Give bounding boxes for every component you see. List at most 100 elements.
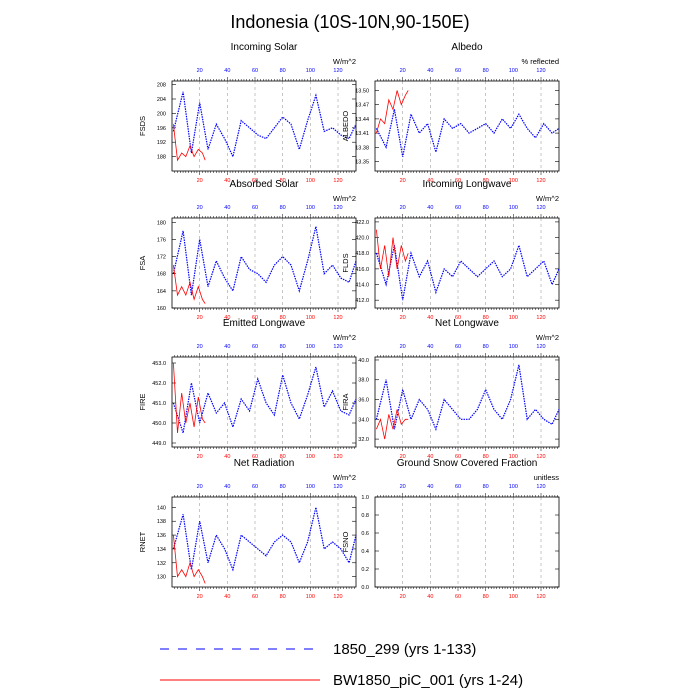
- x-tick-label-top: 100: [509, 205, 518, 211]
- x-tick-label-top: 100: [306, 344, 315, 350]
- x-tick-label-top: 60: [455, 205, 461, 211]
- x-tick-label: 60: [252, 454, 258, 460]
- x-tick-label-top: 40: [427, 205, 433, 211]
- x-tick-label: 80: [483, 315, 489, 321]
- panel-title: Emitted Longwave: [223, 318, 306, 329]
- figure-title: Indonesia (10S-10N,90-150E): [230, 12, 469, 32]
- series-line-control: [172, 226, 357, 296]
- series-line-experiment: [173, 362, 206, 434]
- y-axis-label: FSDS: [138, 116, 147, 136]
- y-tick-label: 0.6: [361, 531, 369, 537]
- legend: 1850_299 (yrs 1-133) BW1850_piC_001 (yrs…: [160, 641, 523, 689]
- x-tick-label: 40: [224, 178, 230, 184]
- panel-title: Net Longwave: [435, 318, 499, 329]
- x-tick-label-top: 60: [252, 484, 258, 490]
- panel-title: Net Radiation: [234, 458, 295, 469]
- y-tick-label: 13.35: [355, 160, 369, 166]
- chart-panel: Albedo % reflected 20 40 60 80 100 120 20 40 60 80 1…: [341, 42, 560, 184]
- x-tick-label-top: 20: [400, 205, 406, 211]
- x-tick-label: 20: [197, 178, 203, 184]
- series-line-experiment: [173, 124, 206, 162]
- units-label: unitless: [534, 473, 560, 482]
- x-tick-label: 20: [197, 454, 203, 460]
- x-tick-label-top: 60: [455, 484, 461, 490]
- units-label: W/m^2: [333, 333, 356, 342]
- x-tick-label-top: 20: [197, 484, 203, 490]
- y-tick-label: 414.0: [355, 283, 369, 289]
- x-tick-label-top: 120: [536, 484, 545, 490]
- series-line-control: [172, 366, 357, 434]
- series-line-control: [172, 91, 357, 159]
- x-tick-label-top: 40: [224, 68, 230, 74]
- x-tick-label-top: 40: [224, 205, 230, 211]
- series-line-control: [375, 364, 560, 432]
- y-tick-label: 422.0: [355, 220, 369, 226]
- x-tick-label: 80: [280, 454, 286, 460]
- x-tick-label: 120: [333, 315, 342, 321]
- x-tick-label-top: 80: [483, 205, 489, 211]
- x-tick-label: 60: [455, 594, 461, 600]
- x-tick-label: 100: [306, 454, 315, 460]
- x-tick-label: 100: [509, 315, 518, 321]
- x-tick-label: 40: [224, 315, 230, 321]
- y-tick-label: 451.0: [152, 401, 166, 407]
- x-tick-label-top: 100: [509, 484, 518, 490]
- x-tick-label-top: 100: [509, 68, 518, 74]
- x-tick-label: 60: [252, 178, 258, 184]
- x-tick-label: 120: [536, 178, 545, 184]
- x-tick-label: 80: [280, 178, 286, 184]
- x-tick-label-top: 120: [536, 68, 545, 74]
- y-axis-label: FSA: [138, 256, 147, 271]
- x-tick-label-top: 40: [427, 68, 433, 74]
- x-tick-label-top: 20: [400, 484, 406, 490]
- y-tick-label: 450.0: [152, 421, 166, 427]
- units-label: W/m^2: [536, 333, 559, 342]
- x-tick-label: 120: [333, 454, 342, 460]
- x-tick-label-top: 120: [333, 205, 342, 211]
- x-tick-label-top: 120: [333, 344, 342, 350]
- plot-frame: [374, 356, 560, 448]
- y-tick-label: 13.38: [355, 145, 369, 151]
- x-tick-label-top: 60: [252, 205, 258, 211]
- x-tick-label: 20: [400, 178, 406, 184]
- y-tick-label: 38.0: [358, 378, 369, 384]
- chart-panel: Incoming Longwave W/m^2 20 40 60 80 100 120 20 40…: [341, 179, 560, 321]
- y-tick-label: 172: [157, 255, 166, 261]
- chart-panel: Emitted Longwave W/m^2 20 40 60 80 100 120 20 40 6…: [138, 318, 357, 460]
- x-tick-label-top: 40: [224, 344, 230, 350]
- x-tick-label: 80: [483, 594, 489, 600]
- x-tick-label-top: 20: [197, 68, 203, 74]
- units-label: % reflected: [521, 57, 559, 66]
- y-tick-label: 13.41: [355, 131, 369, 137]
- x-tick-label: 80: [280, 315, 286, 321]
- x-tick-label: 80: [483, 454, 489, 460]
- legend-dashed-label: 1850_299 (yrs 1-133): [333, 641, 476, 658]
- y-tick-label: 136: [157, 533, 166, 539]
- x-tick-label: 120: [536, 454, 545, 460]
- x-tick-label-top: 100: [306, 484, 315, 490]
- x-tick-label-top: 120: [333, 68, 342, 74]
- x-tick-label-top: 20: [400, 68, 406, 74]
- x-tick-label: 20: [400, 454, 406, 460]
- x-tick-label-top: 40: [427, 344, 433, 350]
- y-tick-label: 420.0: [355, 236, 369, 242]
- series-line-control: [375, 109, 560, 157]
- x-tick-label: 40: [224, 454, 230, 460]
- y-tick-label: 180: [157, 220, 166, 226]
- y-tick-label: 449.0: [152, 441, 166, 447]
- x-tick-label: 20: [197, 594, 203, 600]
- y-tick-label: 452.0: [152, 381, 166, 387]
- y-tick-label: 0.8: [361, 513, 369, 519]
- x-tick-label: 20: [197, 315, 203, 321]
- plot-frame: [171, 496, 357, 588]
- units-label: W/m^2: [333, 473, 356, 482]
- y-tick-label: 132: [157, 561, 166, 567]
- x-tick-label-top: 20: [197, 205, 203, 211]
- y-tick-label: 13.50: [355, 88, 369, 94]
- y-tick-label: 32.0: [358, 437, 369, 443]
- chart-panel: Ground Snow Covered Fraction unitless 20 40…: [341, 458, 560, 600]
- x-tick-label-top: 80: [280, 484, 286, 490]
- y-tick-label: 160: [157, 306, 166, 312]
- x-tick-label: 100: [509, 454, 518, 460]
- y-tick-label: 13.47: [355, 103, 369, 109]
